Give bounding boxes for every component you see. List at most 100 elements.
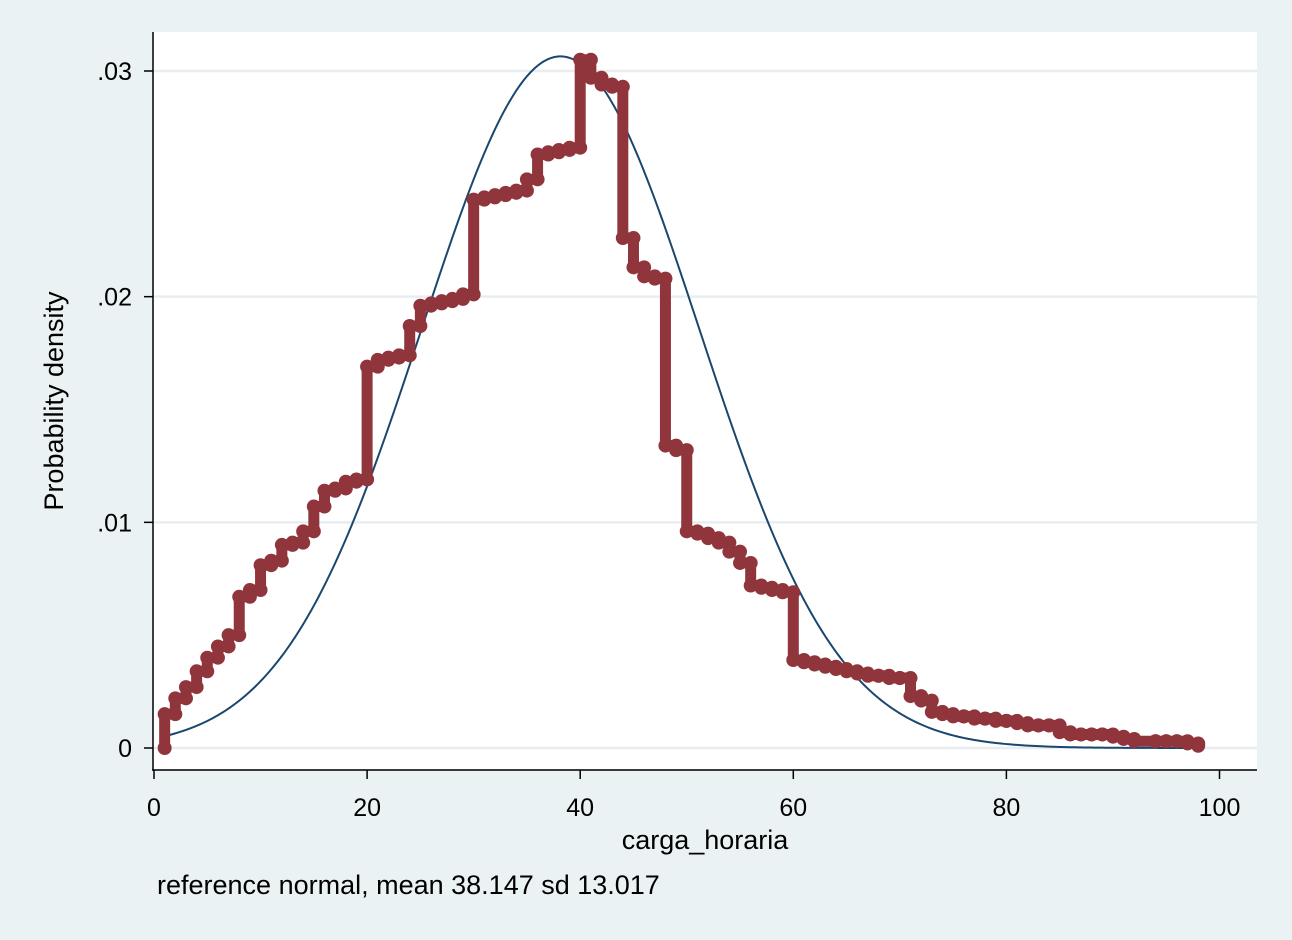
density-point: [306, 499, 321, 514]
density-point: [360, 359, 375, 374]
density-point: [615, 79, 630, 94]
density-point: [1116, 731, 1131, 746]
density-point: [381, 350, 396, 365]
density-point: [658, 271, 673, 286]
density-point: [189, 664, 204, 679]
density-point: [786, 652, 801, 667]
density-series: [157, 52, 1206, 755]
density-point: [722, 544, 737, 559]
y-tick-label-1: .01: [97, 509, 132, 537]
x-tick-label-0: 0: [147, 794, 161, 822]
density-point: [999, 713, 1014, 728]
density-point: [306, 524, 321, 539]
density-point: [413, 298, 428, 313]
density-point: [466, 287, 481, 302]
density-point: [733, 555, 748, 570]
density-point: [914, 693, 929, 708]
density-point: [210, 650, 225, 665]
density-point: [1148, 734, 1163, 749]
density-point: [892, 671, 907, 686]
density-point: [807, 657, 822, 672]
density-point: [924, 704, 939, 719]
density-point: [775, 585, 790, 600]
density-point: [754, 580, 769, 595]
density-point: [519, 172, 534, 187]
density-point: [669, 443, 684, 458]
density-point: [1095, 727, 1110, 742]
density-point: [210, 639, 225, 654]
density-point: [935, 707, 950, 722]
density-point: [189, 680, 204, 695]
density-point: [903, 689, 918, 704]
density-point: [349, 472, 364, 487]
y-axis-title: Probability density: [39, 291, 69, 511]
density-point: [701, 531, 716, 546]
density-point: [232, 628, 247, 643]
density-point: [178, 680, 193, 695]
density-point: [242, 583, 257, 598]
density-point: [519, 183, 534, 198]
density-point: [562, 140, 577, 155]
x-tick-label-1: 20: [353, 794, 381, 822]
density-point: [200, 650, 215, 665]
density-point: [605, 79, 620, 94]
density-point: [882, 671, 897, 686]
density-point: [157, 707, 172, 722]
density-point: [317, 483, 332, 498]
density-point: [924, 693, 939, 708]
density-point: [466, 192, 481, 207]
density-point: [1063, 727, 1078, 742]
density-point: [1159, 734, 1174, 749]
density-point: [445, 291, 460, 306]
density-point: [424, 296, 439, 311]
density-point: [967, 711, 982, 726]
density-point: [637, 269, 652, 284]
density-point: [253, 558, 268, 573]
density-point: [530, 147, 545, 162]
density-point: [1031, 718, 1046, 733]
density-point: [1073, 727, 1088, 742]
density-point: [477, 190, 492, 205]
plot-area: [153, 32, 1257, 769]
x-tick-label-5: 100: [1199, 794, 1241, 822]
density-point: [498, 185, 513, 200]
density-point: [221, 639, 236, 654]
density-point: [317, 499, 332, 514]
density-point: [402, 319, 417, 334]
normal-reference-curve: [164, 55, 1199, 749]
density-point: [583, 70, 598, 85]
y-tick-label-0: 0: [118, 735, 132, 763]
x-tick-label-3: 60: [779, 794, 807, 822]
density-point: [1042, 718, 1057, 733]
density-point: [743, 555, 758, 570]
density-point: [1127, 734, 1142, 749]
density-point: [392, 348, 407, 363]
density-point: [1105, 729, 1120, 744]
density-point: [626, 230, 641, 245]
density-point: [274, 553, 289, 568]
density-point: [413, 319, 428, 334]
density-point: [711, 535, 726, 550]
density-point: [541, 145, 556, 160]
density-point: [370, 352, 385, 367]
density-point: [157, 741, 172, 755]
y-axis-ticks: 0 .01 .02 .03: [97, 58, 153, 763]
density-point: [434, 294, 449, 309]
density-point: [200, 664, 215, 679]
density-point: [978, 711, 993, 726]
density-point: [296, 524, 311, 539]
density-point: [988, 713, 1003, 728]
density-point: [796, 655, 811, 670]
normal-curve-line: [164, 55, 1199, 749]
y-tick-label-2: .02: [97, 284, 132, 312]
density-point: [338, 474, 353, 489]
density-point: [1084, 727, 1099, 742]
density-point: [658, 438, 673, 453]
density-point: [818, 659, 833, 674]
density-point: [232, 589, 247, 604]
density-point: [615, 230, 630, 245]
x-tick-label-4: 80: [992, 794, 1020, 822]
density-point: [360, 472, 375, 487]
density-point: [168, 691, 183, 706]
